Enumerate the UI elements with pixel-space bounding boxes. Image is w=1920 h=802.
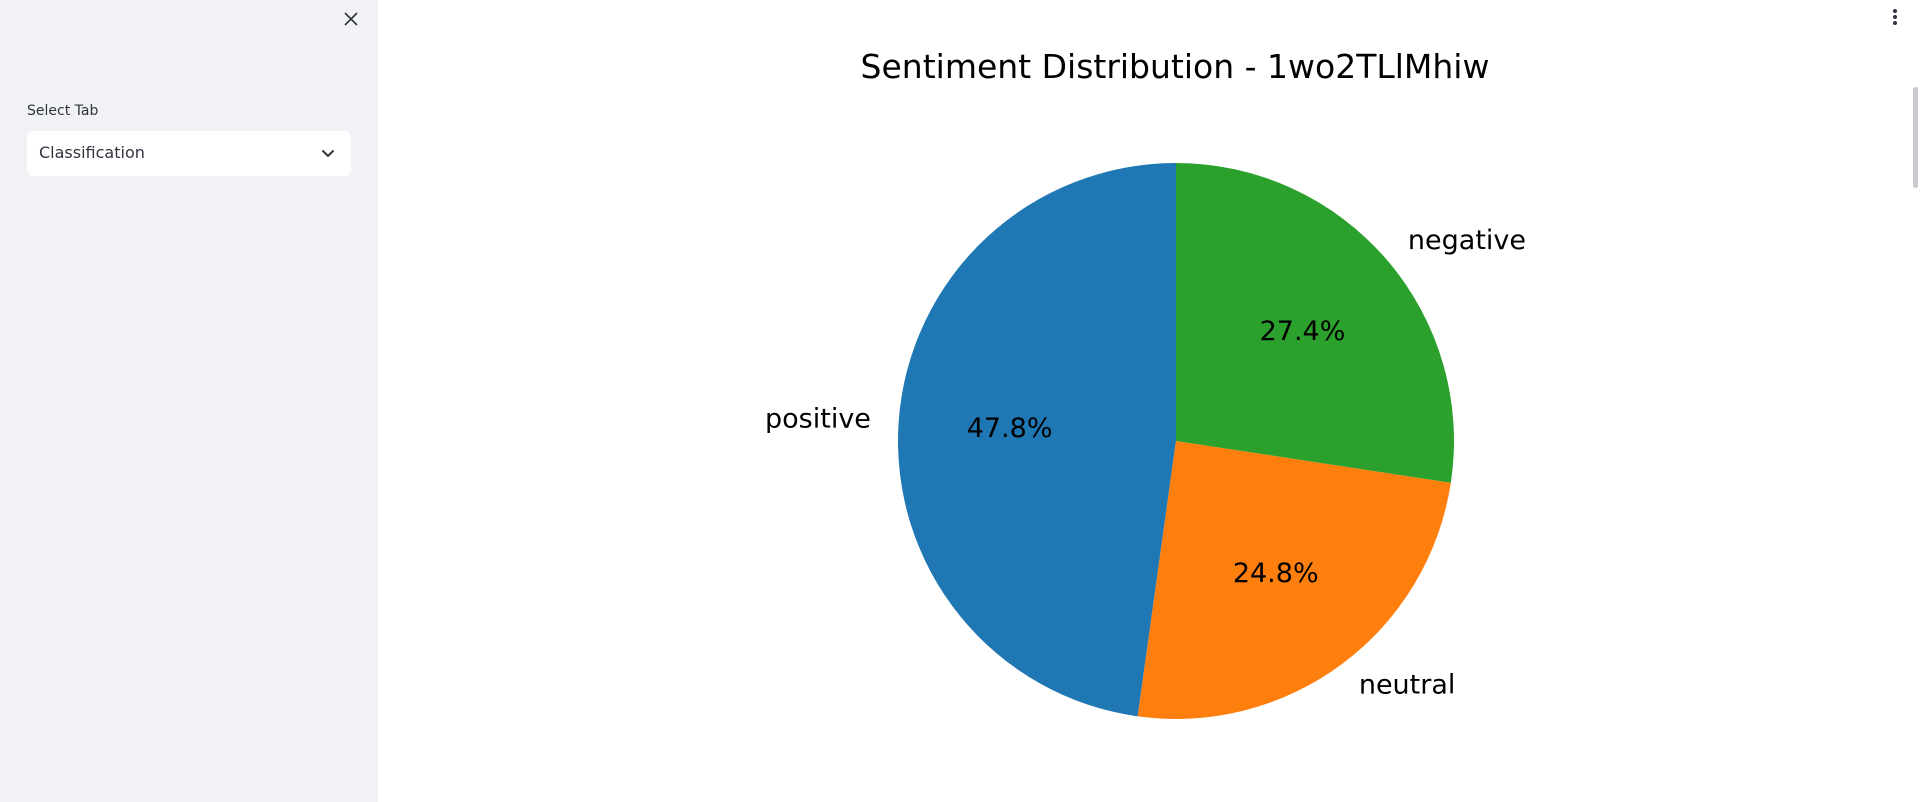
pie-label-neutral: neutral <box>1359 670 1456 701</box>
chevron-down-icon <box>322 150 334 157</box>
tab-select-value: Classification <box>39 143 145 162</box>
close-sidebar-button[interactable] <box>338 6 364 32</box>
pie-slice-positive <box>897 163 1176 717</box>
pie-slice-negative <box>1176 163 1454 483</box>
pie-label-negative: negative <box>1408 225 1526 256</box>
close-icon <box>344 12 358 26</box>
pie-slices <box>897 163 1454 719</box>
vertical-ellipsis-icon <box>1893 9 1897 25</box>
main-menu-button[interactable] <box>1884 6 1906 28</box>
pie-pct-label-neutral: 24.8% <box>1233 558 1319 589</box>
pie-labels: positive 47.8% neutral 24.8% negative 27.4% <box>765 225 1526 700</box>
select-tab-label: Select Tab <box>27 103 99 119</box>
pie-pct-label-positive: 47.8% <box>967 413 1053 444</box>
pie-label-positive: positive <box>765 403 871 434</box>
tab-select-dropdown[interactable]: Classification <box>27 131 351 176</box>
scrollbar-thumb[interactable] <box>1913 87 1918 188</box>
sidebar: Select Tab Classification <box>0 0 378 802</box>
pie-pct-label-negative: 27.4% <box>1260 316 1346 347</box>
pie-slice-neutral <box>1137 441 1451 719</box>
chart-title: Sentiment Distribution - 1wo2TLlMhiw <box>861 47 1490 86</box>
